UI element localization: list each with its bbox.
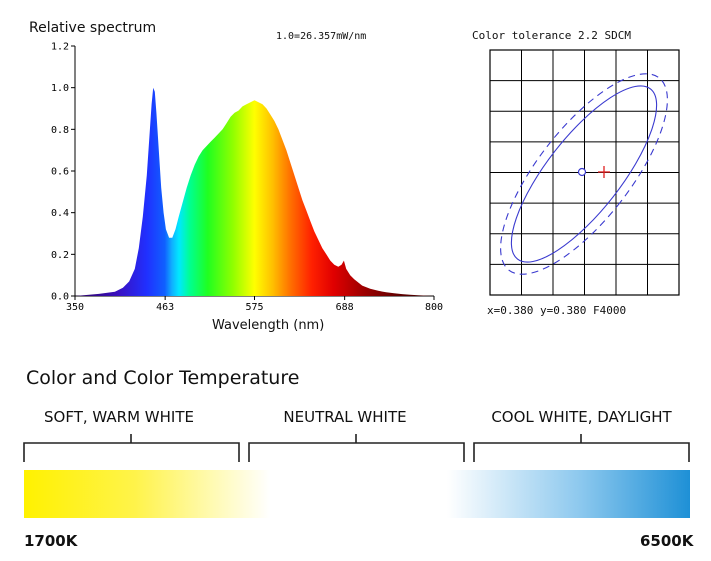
warm-gradient-bar (24, 470, 270, 518)
spectrum-y-tick-label: 1.0 (51, 83, 69, 94)
band-label-warm: SOFT, WARM WHITE (44, 408, 194, 426)
band-label-neutral: NEUTRAL WHITE (283, 408, 407, 426)
spectrum-y-tick-label: 1.2 (51, 42, 69, 53)
bracket-cool (473, 442, 690, 462)
spectrum-area (75, 87, 434, 296)
spectrum-y-tick-label: 0.0 (51, 292, 69, 303)
spectrum-y-tick-label: 0.4 (51, 208, 69, 219)
bracket-warm (23, 442, 240, 462)
spectrum-y-tick-label: 0.8 (51, 125, 69, 136)
tolerance-title-text: Color tolerance 2.2 SDCM (472, 29, 631, 42)
spectrum-x-tick-label: 800 (425, 302, 443, 313)
tolerance-footer: x=0.380 y=0.380 F4000 (487, 304, 627, 317)
tolerance-plot (489, 49, 680, 296)
cool-gradient-bar (447, 470, 690, 518)
spectrum-x-tick-label: 688 (336, 302, 354, 313)
spectrum-xlabel: Wavelength (nm) (212, 318, 325, 333)
spectrum-x-tick-label: 350 (66, 302, 84, 313)
tolerance-reference-point (577, 167, 587, 177)
kelvin-min-label: 1700K (24, 532, 78, 550)
spectrum-x-tick-label: 575 (245, 302, 263, 313)
spectrum-x-tick-label: 463 (156, 302, 174, 313)
band-label-cool: COOL WHITE, DAYLIGHT (491, 408, 672, 426)
tolerance-chart: Color tolerance 2.2 SDCM x=0.380 y=0.380… (470, 0, 710, 340)
bracket-neutral (248, 442, 465, 462)
tolerance-ellipse-inner (510, 85, 658, 263)
color-temp-title: Color and Color Temperature (26, 367, 300, 389)
spectrum-plot: 0.0 0.2 0.4 0.6 0.8 1.0 1.2 350 463 575 688 800 (51, 42, 443, 314)
spectrum-title: Relative spectrum (29, 20, 157, 36)
spectrum-chart: Relative spectrum 1.0=26.357mW/nm (0, 0, 450, 340)
spectrum-y-tick-label: 0.6 (51, 167, 69, 178)
kelvin-max-label: 6500K (640, 532, 694, 550)
spectrum-annotation: 1.0=26.357mW/nm (276, 31, 367, 42)
tolerance-title: Color tolerance 2.2 SDCM (472, 29, 631, 42)
spectrum-y-tick-label: 0.2 (51, 250, 69, 261)
tolerance-ellipse-outer (500, 73, 668, 275)
